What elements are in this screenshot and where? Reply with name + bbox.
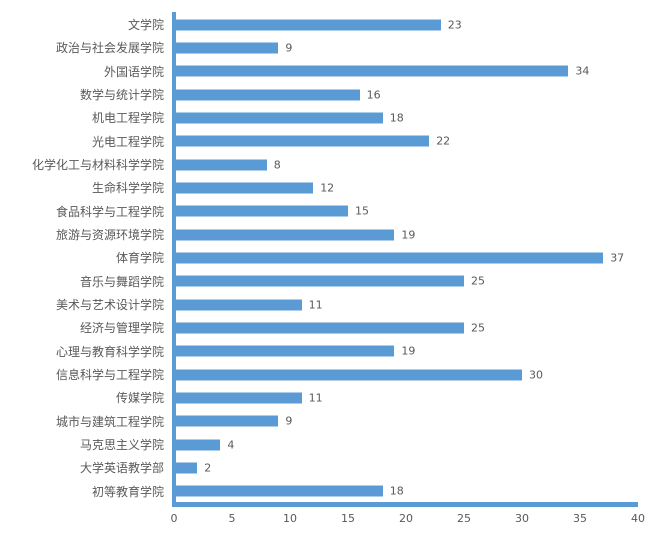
chart-row: 生命科学学院 12: [0, 176, 653, 199]
x-axis-tick-label: 15: [341, 512, 355, 525]
value-label: 16: [366, 88, 381, 102]
bar: [176, 89, 360, 101]
category-label: 信息科学与工程学院: [55, 368, 164, 383]
bar: [176, 135, 430, 147]
x-axis-tick-label: 40: [631, 512, 645, 525]
bar: [176, 19, 441, 31]
chart-row: 光电工程学院 22: [0, 130, 653, 153]
value-label: 18: [389, 484, 404, 498]
category-label: 传媒学院: [115, 391, 164, 406]
category-label: 心理与教育科学学院: [55, 344, 164, 359]
category-label: 数学与统计学院: [79, 88, 164, 103]
x-axis-tick-label: 35: [573, 512, 587, 525]
category-label: 大学英语教学部: [79, 461, 164, 476]
value-label: 9: [285, 414, 293, 428]
category-label: 外国语学院: [103, 64, 164, 79]
category-label: 政治与社会发展学院: [55, 41, 164, 56]
bar: [176, 65, 569, 77]
x-axis-tick-label: 30: [515, 512, 529, 525]
bar: [176, 229, 395, 241]
bar: [176, 252, 604, 264]
value-label: 23: [447, 18, 462, 32]
bar: [176, 299, 302, 311]
chart-row: 食品科学与工程学院 15: [0, 200, 653, 223]
category-label: 经济与管理学院: [79, 321, 164, 336]
value-label: 19: [401, 344, 416, 358]
x-axis-line: [172, 502, 638, 507]
chart-row: 数学与统计学院 16: [0, 83, 653, 106]
category-label: 化学化工与材料科学学院: [31, 158, 164, 173]
chart-row: 美术与艺术设计学院 11: [0, 293, 653, 316]
chart-row: 政治与社会发展学院 9: [0, 36, 653, 59]
chart-row: 传媒学院 11: [0, 386, 653, 409]
x-axis-tick-label: 20: [399, 512, 413, 525]
category-label: 城市与建筑工程学院: [55, 414, 164, 429]
x-axis-tick-label: 0: [170, 512, 178, 525]
x-axis-tick-label: 10: [283, 512, 297, 525]
value-label: 19: [401, 228, 416, 242]
chart-row: 心理与教育科学学院 19: [0, 340, 653, 363]
bar: [176, 159, 267, 171]
category-label: 马克思主义学院: [79, 438, 164, 453]
value-label: 22: [436, 134, 451, 148]
value-label: 34: [575, 64, 590, 78]
category-label: 光电工程学院: [91, 134, 164, 149]
y-axis-line: [172, 12, 176, 507]
chart-row: 机电工程学院 18: [0, 106, 653, 129]
chart-row: 文学院 23: [0, 13, 653, 36]
chart-rows: 文学院 23 政治与社会发展学院 9 外国语学院 34 数学与统计学院 16 机电工程学院 18 光…: [0, 13, 653, 503]
category-label: 体育学院: [115, 251, 164, 266]
chart-row: 经济与管理学院 25: [0, 316, 653, 339]
chart-row: 音乐与舞蹈学院 25: [0, 270, 653, 293]
value-label: 8: [273, 158, 281, 172]
bar: [176, 205, 348, 217]
value-label: 2: [204, 461, 212, 475]
bar: [176, 439, 221, 451]
bar: [176, 275, 464, 287]
value-label: 9: [285, 41, 293, 55]
value-label: 30: [529, 368, 543, 382]
chart-row: 马克思主义学院 4: [0, 433, 653, 456]
value-label: 18: [389, 111, 404, 125]
chart-row: 初等教育学院 18: [0, 480, 653, 503]
category-label: 文学院: [127, 18, 164, 33]
x-axis-tick-label: 5: [228, 512, 236, 525]
category-label: 机电工程学院: [91, 111, 164, 126]
value-label: 11: [308, 298, 323, 312]
bar: [176, 42, 279, 54]
category-label: 初等教育学院: [91, 484, 164, 499]
chart-row: 化学化工与材料科学学院 8: [0, 153, 653, 176]
x-axis-tick-label: 25: [457, 512, 471, 525]
value-label: 25: [471, 321, 485, 335]
bar: [176, 112, 383, 124]
bar: [176, 369, 522, 381]
category-label: 音乐与舞蹈学院: [79, 274, 164, 289]
bar: [176, 182, 314, 194]
value-label: 37: [610, 251, 625, 265]
value-label: 11: [308, 391, 323, 405]
value-label: 4: [227, 438, 235, 452]
bar: [176, 322, 464, 334]
category-label: 旅游与资源环境学院: [55, 228, 164, 243]
value-label: 12: [320, 181, 335, 195]
category-label: 美术与艺术设计学院: [55, 298, 164, 313]
bar: [176, 345, 395, 357]
bar: [176, 392, 302, 404]
chart-row: 信息科学与工程学院 30: [0, 363, 653, 386]
chart-row: 外国语学院 34: [0, 60, 653, 83]
category-label: 生命科学学院: [91, 181, 164, 196]
category-label: 食品科学与工程学院: [55, 204, 164, 219]
bar: [176, 485, 383, 497]
bar: [176, 462, 198, 474]
chart-row: 体育学院 37: [0, 246, 653, 269]
chart-row: 城市与建筑工程学院 9: [0, 410, 653, 433]
bar: [176, 415, 279, 427]
value-label: 25: [471, 274, 485, 288]
x-axis-tick-labels: 0 5 10 15 20 25 30 35 40: [0, 512, 653, 528]
chart-row: 大学英语教学部 2: [0, 456, 653, 479]
chart-row: 旅游与资源环境学院 19: [0, 223, 653, 246]
value-label: 15: [355, 204, 369, 218]
